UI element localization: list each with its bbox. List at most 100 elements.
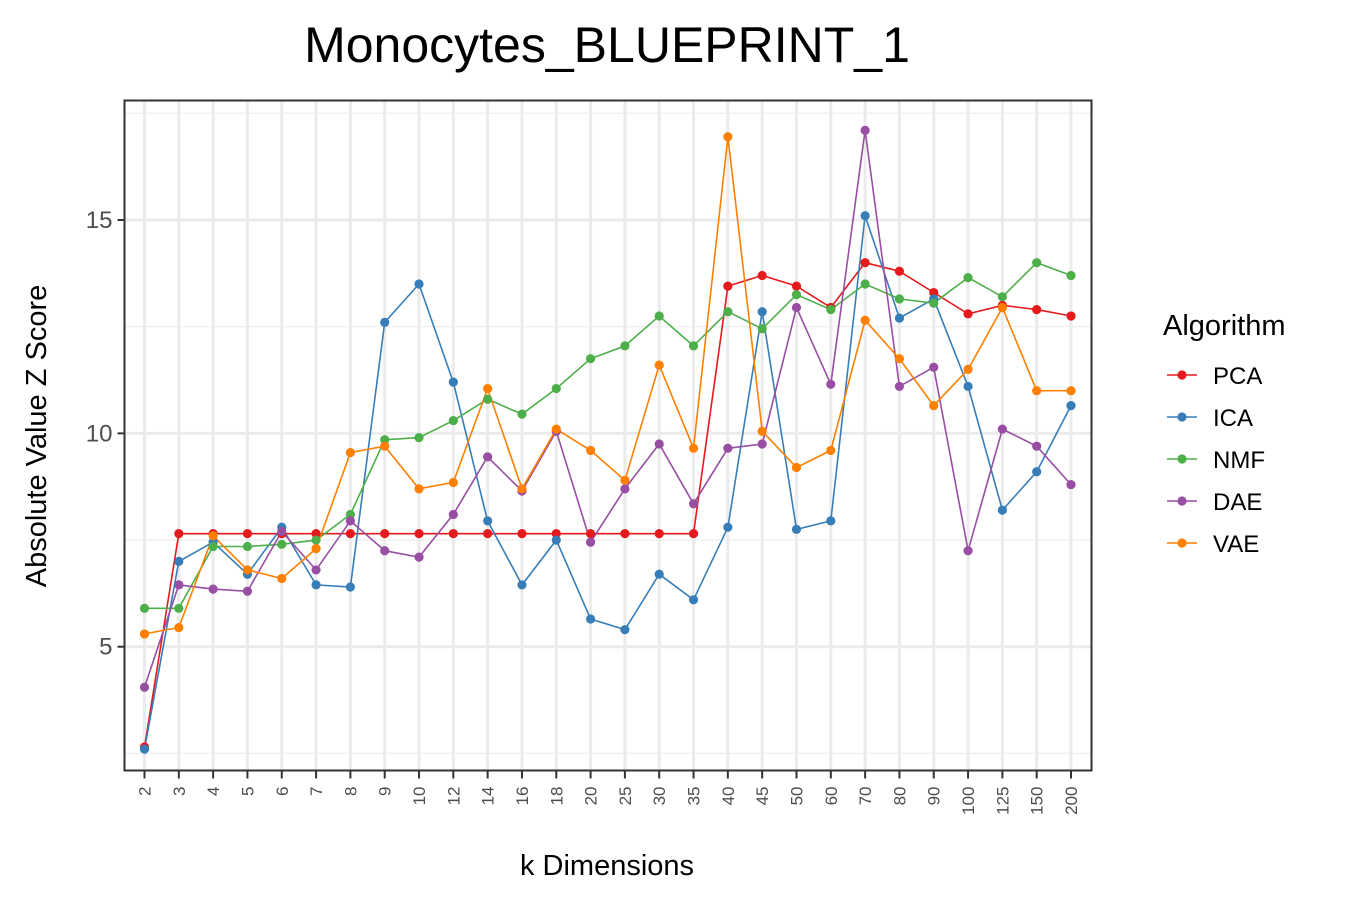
legend-label-nmf: NMF (1213, 447, 1265, 474)
data-point-ica (791, 524, 802, 534)
data-point-ica (997, 505, 1007, 515)
data-point-dae (894, 381, 905, 392)
series-points (139, 125, 1076, 754)
series-line-pca (143, 261, 1072, 748)
data-point-pca (860, 258, 870, 268)
series-lines (143, 130, 1072, 750)
data-point-pca (483, 529, 493, 539)
data-point-nmf (517, 409, 527, 419)
data-point-nmf (826, 305, 836, 315)
x-tick-label: 200 (1062, 787, 1081, 815)
data-point-dae (277, 526, 287, 537)
data-point-vae (757, 426, 767, 436)
data-point-ica (174, 556, 184, 566)
data-point-dae (448, 509, 458, 520)
data-point-dae (688, 499, 699, 509)
data-point-dae (620, 484, 630, 494)
x-tick-label: 9 (376, 787, 395, 796)
x-tick-label: 100 (959, 787, 978, 815)
data-point-nmf (174, 603, 184, 613)
y-tick-label: 10 (86, 420, 113, 447)
data-point-vae (242, 565, 253, 575)
x-axis-title: k Dimensions (520, 850, 694, 882)
data-point-nmf (929, 298, 939, 308)
data-point-pca (620, 529, 630, 539)
data-point-dae (757, 439, 767, 449)
x-tick-label: 30 (650, 787, 669, 806)
data-point-pca (585, 529, 596, 539)
data-point-pca (1032, 305, 1042, 315)
data-point-ica (1066, 401, 1076, 411)
data-point-ica (139, 744, 150, 754)
data-point-nmf (860, 279, 870, 289)
data-point-pca (894, 266, 905, 276)
data-point-nmf (723, 307, 733, 317)
legend-label-ica: ICA (1213, 405, 1253, 432)
x-tick-label: 3 (170, 787, 189, 796)
data-point-vae (139, 629, 150, 639)
y-axis-tick-labels: 5 10 15 (86, 207, 113, 661)
data-point-dae (414, 552, 424, 562)
x-tick-label: 125 (993, 787, 1012, 815)
data-point-pca (311, 529, 321, 539)
data-point-dae (208, 584, 218, 594)
data-point-ica (483, 516, 493, 526)
data-point-vae (1032, 386, 1042, 396)
data-point-nmf (654, 311, 664, 321)
data-point-dae (345, 516, 355, 526)
data-point-vae (517, 484, 527, 494)
grid-lines (124, 100, 1092, 771)
data-point-nmf (345, 509, 355, 520)
x-tick-label: 50 (788, 787, 807, 806)
data-point-ica (414, 279, 424, 289)
data-point-vae (997, 302, 1007, 313)
data-point-nmf (1066, 270, 1076, 281)
data-point-nmf (688, 341, 699, 351)
x-tick-label: 12 (444, 787, 463, 806)
data-point-pca (963, 309, 973, 319)
data-point-ica (723, 522, 733, 532)
data-point-dae (929, 362, 939, 372)
legend-key-point (1177, 412, 1187, 422)
legend-label-dae: DAE (1213, 489, 1262, 516)
data-point-dae (483, 452, 493, 462)
legend-key-point (1177, 454, 1187, 464)
data-point-ica (517, 580, 527, 590)
data-point-ica (380, 317, 390, 328)
data-point-pca (448, 529, 458, 539)
data-point-vae (791, 462, 802, 473)
x-tick-label: 40 (719, 787, 738, 806)
x-tick-label: 35 (685, 787, 704, 806)
data-point-vae (620, 475, 630, 485)
data-point-vae (551, 424, 561, 434)
data-point-vae (311, 543, 321, 554)
data-point-ica (963, 381, 973, 392)
data-point-dae (311, 565, 321, 575)
x-tick-label: 20 (582, 787, 601, 806)
data-point-ica (1032, 467, 1042, 477)
data-point-pca (517, 529, 527, 539)
data-point-ica (757, 307, 767, 317)
data-point-dae (585, 537, 596, 547)
data-point-nmf (414, 433, 424, 443)
data-point-vae (929, 401, 939, 411)
y-tick-label: 15 (86, 207, 113, 234)
legend-key-point (1177, 538, 1187, 548)
series-line-dae (143, 130, 1072, 688)
data-point-nmf (894, 294, 905, 304)
data-point-pca (654, 529, 664, 539)
y-tick-label: 5 (99, 634, 112, 661)
data-point-nmf (277, 539, 287, 549)
x-tick-label: 5 (238, 787, 257, 796)
data-point-dae (380, 546, 390, 556)
data-point-vae (963, 364, 973, 374)
data-point-dae (860, 125, 870, 135)
data-point-vae (448, 477, 458, 488)
data-point-nmf (311, 535, 321, 545)
data-point-vae (688, 443, 699, 453)
data-point-dae (826, 379, 836, 389)
data-point-ica (826, 516, 836, 526)
data-point-pca (551, 529, 561, 539)
data-point-vae (894, 354, 905, 364)
x-tick-label: 60 (822, 787, 841, 806)
